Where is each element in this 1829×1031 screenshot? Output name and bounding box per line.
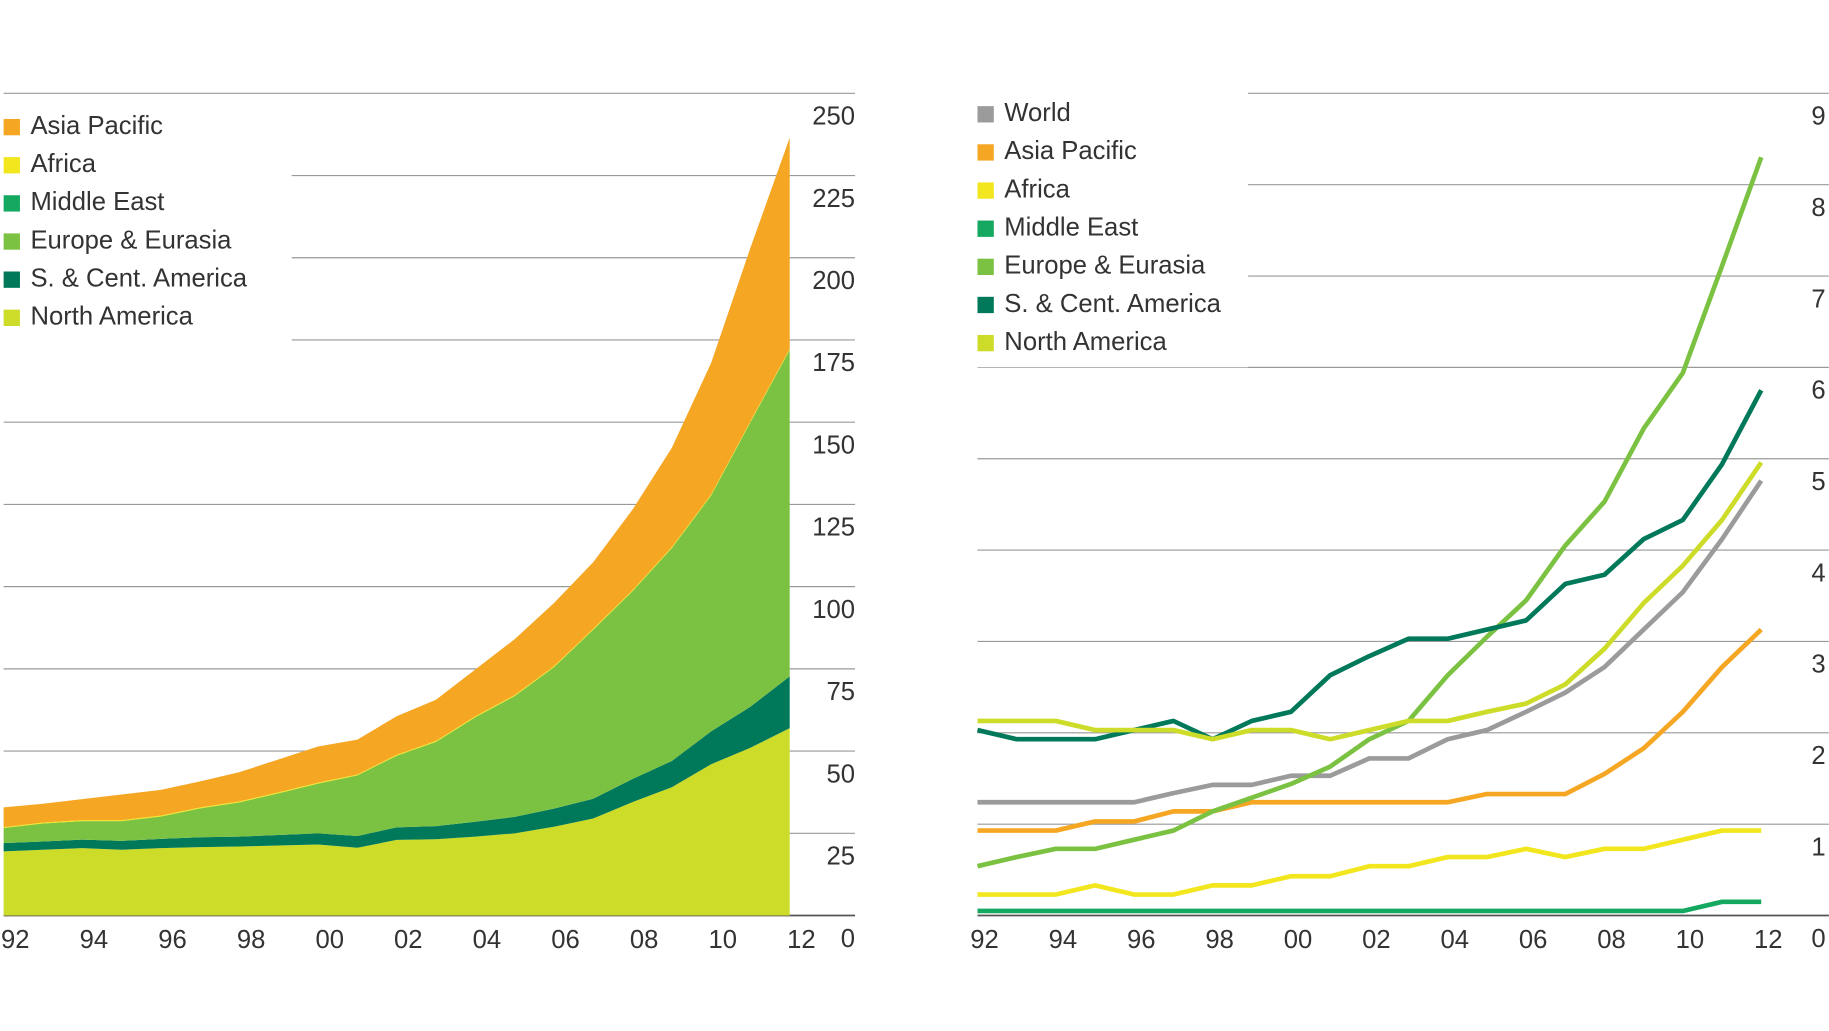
x-tick-label: 08 — [630, 926, 659, 954]
y-tick-label: 100 — [812, 596, 855, 624]
x-tick-label: 02 — [394, 926, 423, 954]
y-tick-label: 6 — [1811, 377, 1825, 405]
legend-swatch — [3, 233, 20, 250]
y-tick-label: 9 — [1811, 103, 1825, 131]
x-tick-label: 96 — [1127, 926, 1156, 954]
area — [3, 728, 790, 916]
legend-background — [973, 90, 1249, 368]
x-tick-label: 04 — [1440, 926, 1469, 954]
legend-swatch — [977, 144, 994, 161]
y-tick-label: 5 — [1811, 468, 1825, 496]
plot — [976, 156, 1764, 914]
legend-swatch — [977, 334, 994, 352]
x-tick-label: 12 — [787, 926, 816, 954]
y-tick-label: 4 — [1811, 559, 1825, 587]
x-tick-label: 10 — [1676, 926, 1705, 954]
x-tick-label: 08 — [1597, 926, 1626, 954]
legend: Asia Pacific Africa Middle East Europe & Eu… — [0, 103, 292, 342]
x-tick-label: 02 — [1362, 926, 1391, 954]
line — [977, 899, 1762, 914]
y-tick-label: 200 — [812, 267, 855, 295]
legend-label: Asia Pacific — [1004, 137, 1137, 165]
line — [977, 627, 1763, 833]
legend-label: Asia Pacific — [30, 112, 163, 140]
x-tick-label: 94 — [80, 926, 109, 954]
x-tick-label: 00 — [1284, 926, 1313, 954]
chart: 0 25 50 75 100 125 150 175 200 225 250 92 94 96 98 00 02… — [0, 92, 855, 954]
plot — [3, 137, 790, 916]
legend-swatch — [977, 182, 994, 199]
legend-swatch — [977, 220, 994, 237]
line — [976, 389, 1764, 742]
legend-label: Africa — [1004, 175, 1070, 203]
legend: World Asia Pacific Africa Middle East Europe… — [973, 90, 1249, 368]
y-tick-label: 8 — [1811, 194, 1825, 222]
x-tick-label: 98 — [237, 926, 266, 954]
y-tick-label: 7 — [1811, 285, 1825, 313]
legend-swatch — [3, 118, 20, 136]
legend-swatch — [3, 157, 20, 174]
legend-swatch — [977, 258, 994, 276]
legend-swatch — [3, 309, 20, 326]
legend-swatch — [3, 271, 20, 288]
y-tick-label: 3 — [1811, 651, 1825, 679]
legend-label: Europe & Eurasia — [1004, 252, 1206, 280]
legend-background — [0, 103, 292, 342]
legend-label: North America — [30, 303, 193, 331]
x-tick-label: 96 — [158, 926, 187, 954]
x-tick-label: 12 — [1754, 926, 1783, 954]
y-tick-label: 1 — [1811, 833, 1825, 861]
x-tick-label: 00 — [315, 926, 344, 954]
y-tick-label: 25 — [826, 843, 855, 871]
y-tick-label: 225 — [812, 185, 855, 213]
y-tick-label: 125 — [812, 514, 855, 542]
legend-label: Middle East — [1004, 213, 1138, 241]
line — [977, 479, 1764, 805]
x-tick-label: 98 — [1205, 926, 1234, 954]
legend-swatch — [977, 296, 994, 314]
y-tick-label: 150 — [812, 431, 855, 459]
legend-swatch — [977, 106, 994, 123]
x-tick-label: 92 — [1, 926, 30, 954]
y-tick-label: 50 — [826, 760, 855, 788]
y-tick-label: 175 — [812, 349, 855, 377]
legend-label: S. & Cent. America — [1004, 290, 1221, 318]
x-tick-label: 06 — [1519, 926, 1548, 954]
x-tick-label: 06 — [551, 926, 580, 954]
area — [3, 349, 790, 844]
line — [977, 461, 1764, 742]
line — [977, 828, 1762, 897]
line — [976, 156, 1764, 869]
x-tick-label: 94 — [1049, 926, 1078, 954]
x-tick-label: 04 — [473, 926, 502, 954]
y-tick-label: 250 — [812, 103, 855, 131]
area — [3, 676, 790, 852]
legend-swatch — [3, 195, 20, 212]
y-tick-label: 0 — [841, 925, 855, 953]
legend-label: Europe & Eurasia — [30, 226, 232, 254]
legend-label: S. & Cent. America — [30, 264, 247, 292]
x-tick-label: 10 — [708, 926, 737, 954]
y-tick-label: 2 — [1811, 742, 1825, 770]
y-tick-label: 75 — [826, 678, 855, 706]
legend-label: Middle East — [30, 188, 164, 216]
x-tick-label: 92 — [970, 926, 999, 954]
legend-label: North America — [1004, 328, 1167, 356]
legend-label: Africa — [30, 150, 96, 178]
y-tick-label: 0 — [1811, 925, 1825, 953]
legend-label: World — [1004, 99, 1071, 127]
